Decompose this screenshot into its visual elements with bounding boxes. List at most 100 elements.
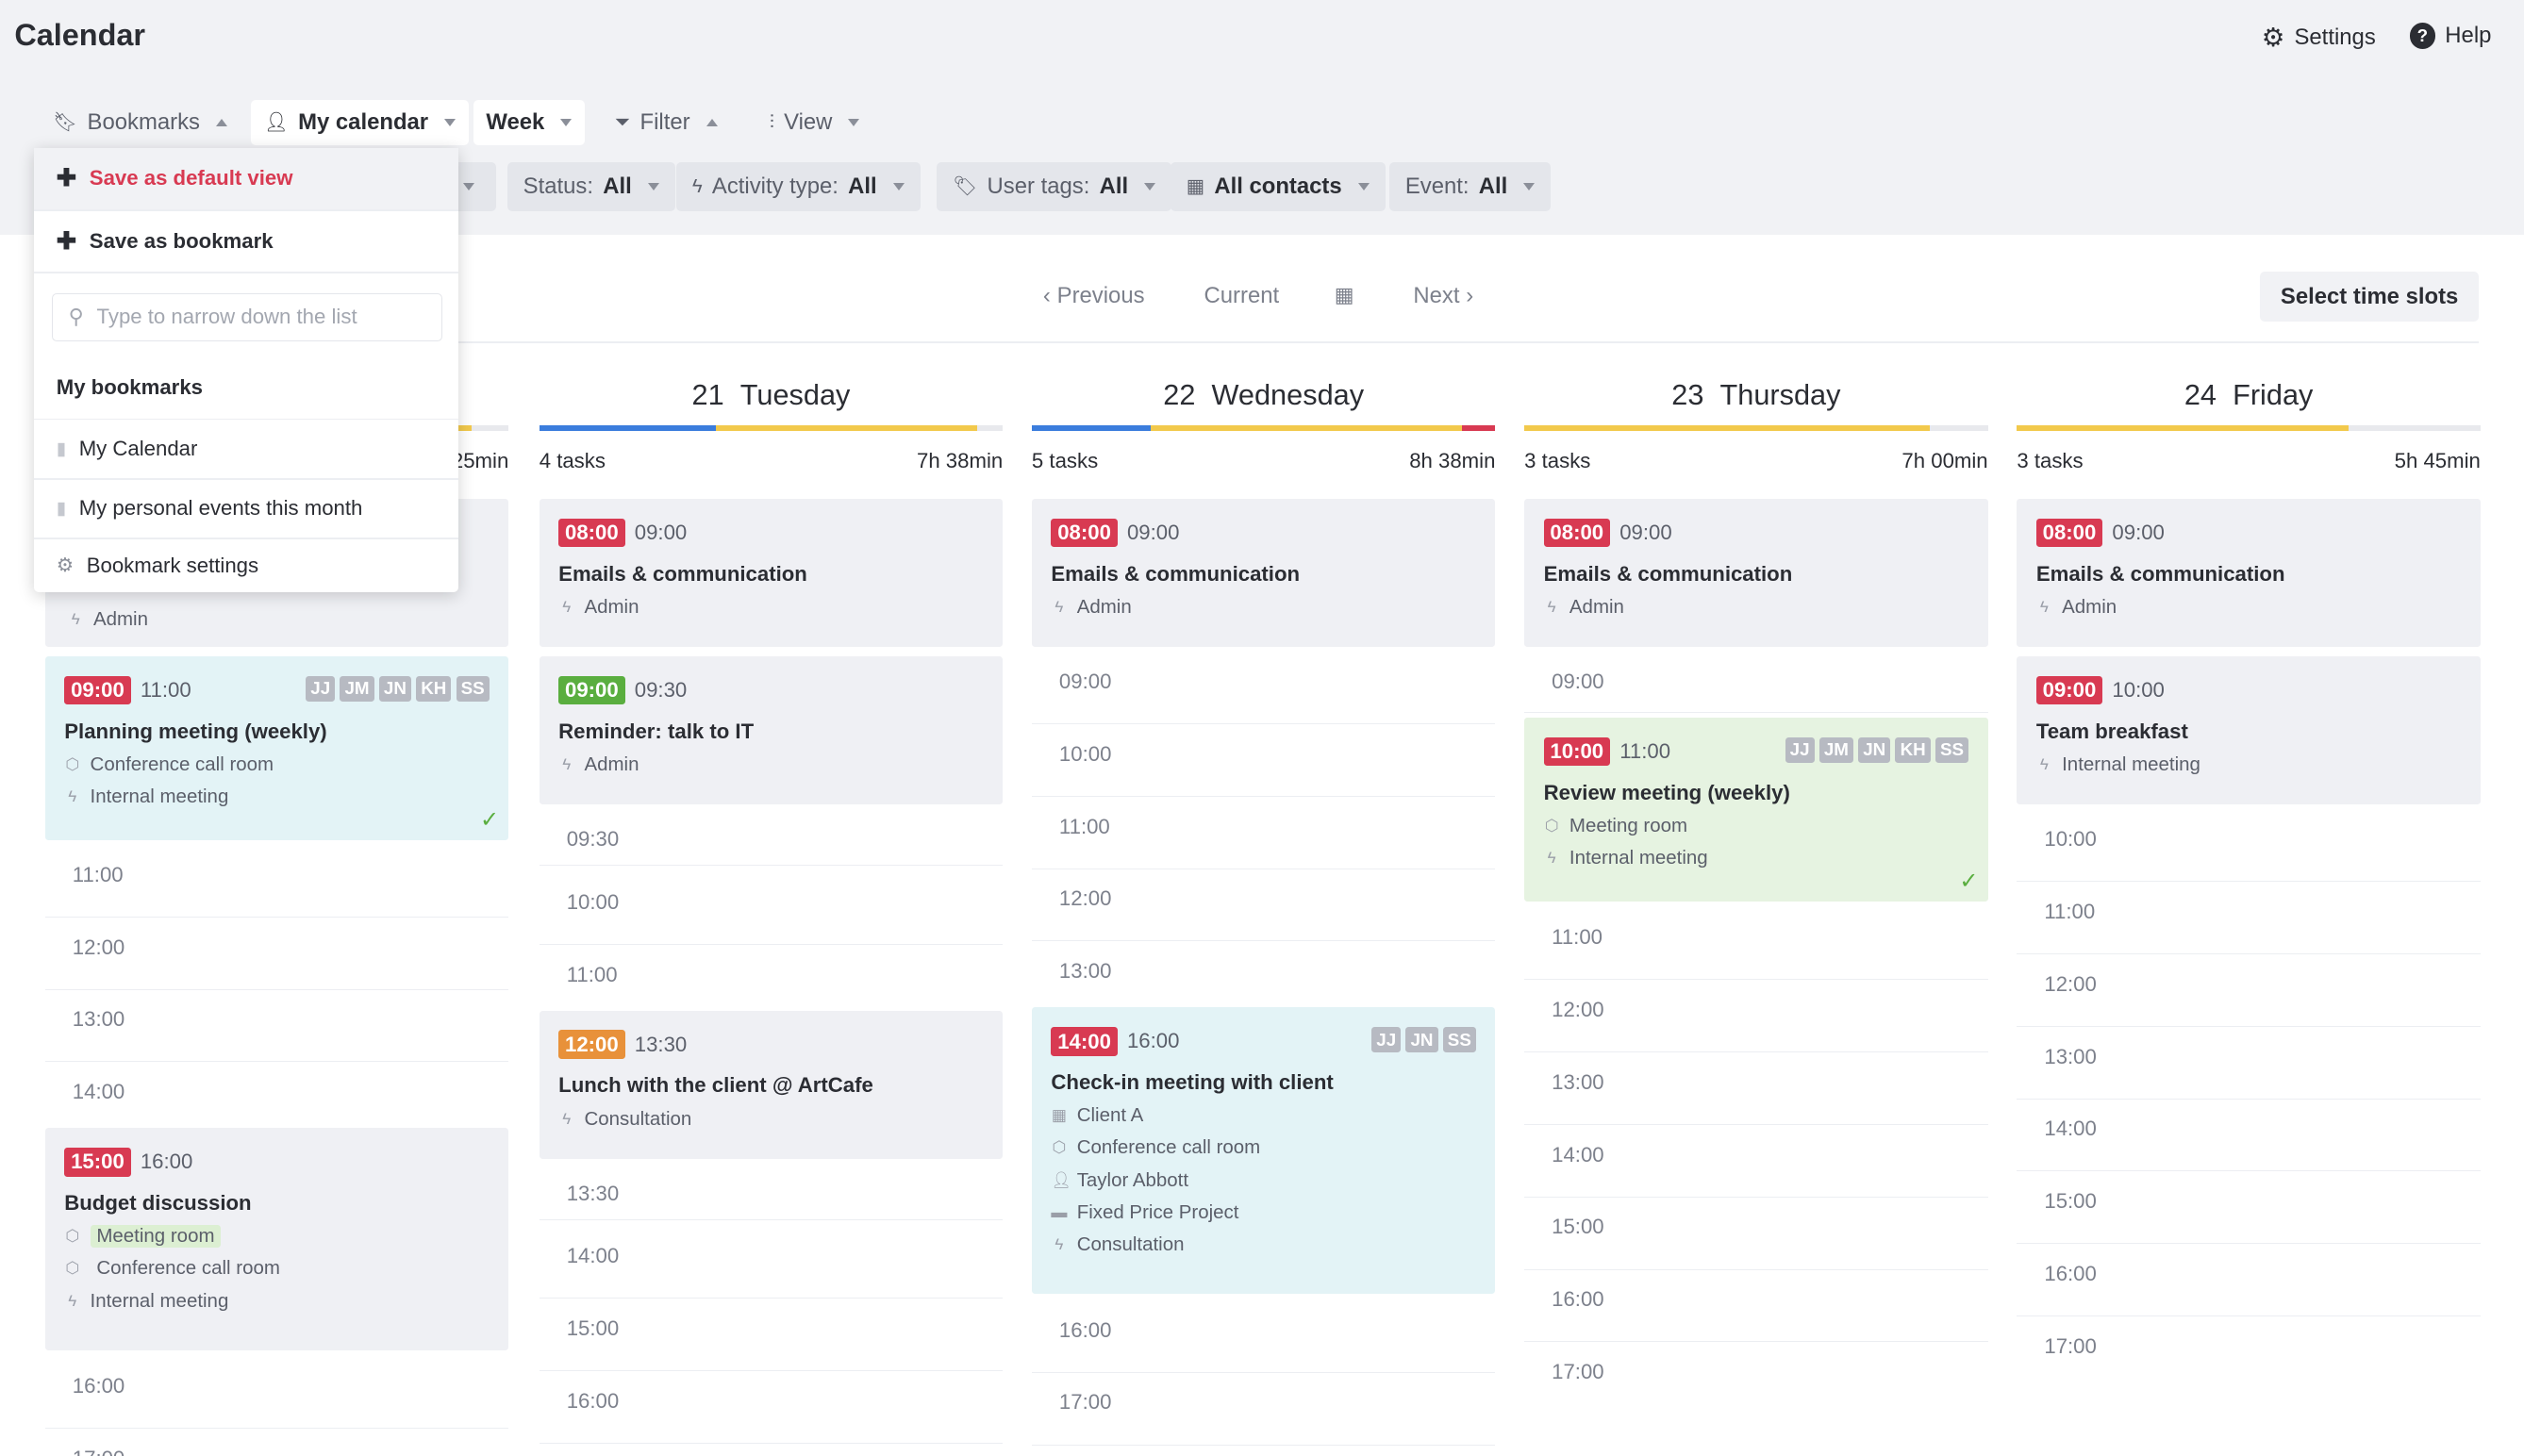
event-project: ▬ Fixed Price Project [1051, 1201, 1476, 1224]
time-slot[interactable]: 09:30 [539, 809, 1004, 867]
save-default-view-item[interactable]: ✚ Save as default view [33, 148, 459, 209]
event-card[interactable]: 08:00 09:00 Emails & communication ϟ Admi… [539, 499, 1004, 648]
event-title: Emails & communication [558, 561, 807, 586]
day-duration: 7h 38min [916, 449, 1004, 473]
view-label: View [784, 108, 833, 135]
time-slot[interactable]: 16:00 [1524, 1270, 1988, 1343]
time-slot[interactable]: 15:00 [2017, 1171, 2481, 1245]
filter-button[interactable]: ⏷ Filter [602, 100, 730, 145]
my-bookmarks-heading: My bookmarks [56, 375, 203, 400]
time-slot[interactable]: 10:00 [1031, 724, 1496, 797]
my-calendar-label: My calendar [298, 108, 429, 135]
time-slot[interactable]: 17:00 [1552, 1360, 1604, 1384]
event-card[interactable]: 14:00 16:00 JJ JN SS Check-in meeting wi… [1031, 1007, 1496, 1295]
time-slot[interactable]: 17:00 [1031, 1373, 1496, 1446]
time-slot[interactable]: 11:00 [44, 845, 509, 918]
time-slot[interactable]: 16:00 [2017, 1244, 2481, 1316]
event-title: Team breakfast [2035, 719, 2188, 743]
time-slot[interactable]: 11:00 [1524, 908, 1988, 981]
view-button[interactable]: ⫶ View [756, 100, 872, 145]
event-category: ϟ Admin [2036, 596, 2462, 619]
event-time: 08:00 09:00 [558, 518, 984, 548]
next-label: Next [1413, 283, 1460, 309]
event-card[interactable]: 15:00 16:00 Budget discussion ⬡ Meeting r… [44, 1128, 509, 1350]
my-calendar-dropdown[interactable]: 👤︎ My calendar [251, 99, 469, 145]
day-header: 24 Friday [2017, 371, 2481, 419]
activity-type-filter[interactable]: ϟ Activity type: All [675, 162, 921, 211]
time-slot[interactable]: 13:00 [44, 990, 509, 1063]
date-picker-button[interactable]: ▦ [1335, 283, 1354, 307]
event-card[interactable]: 09:00 10:00 Team breakfast ϟ Internal mee… [2017, 656, 2481, 805]
time-slot[interactable]: 09:00 [1031, 652, 1496, 724]
time-slot[interactable]: 13:00 [2017, 1027, 2481, 1100]
tags-filter-label: User tags: [987, 173, 1090, 199]
time-slot[interactable]: 12:00 [1524, 980, 1988, 1053]
event-end-time: 09:00 [2112, 520, 2165, 544]
day-tasks: 3 tasks [1524, 449, 1591, 473]
time-slot[interactable]: 12:00 [1031, 869, 1496, 942]
bookmark-search-input[interactable]: ⚲ Type to narrow down the list [51, 292, 443, 341]
event-card[interactable]: 08:00 09:00 Emails & communication ϟ Admi… [1031, 499, 1496, 648]
cube-icon: ⬡ [65, 1259, 80, 1278]
divider [33, 418, 459, 421]
bookmark-item[interactable]: ▮ My personal events this month [34, 480, 459, 538]
time-slot[interactable]: 13:30 [539, 1164, 1004, 1220]
chevron-up-icon [706, 119, 718, 126]
event-category: ϟ Internal meeting [2036, 753, 2462, 776]
time-slot[interactable]: 14:00 [44, 1062, 509, 1135]
time-slot[interactable]: 15:00 [539, 1299, 1004, 1372]
event-filter[interactable]: Event: All [1388, 162, 1552, 211]
time-slot[interactable]: 17:00 [2044, 1333, 2097, 1358]
time-slot[interactable]: 16:00 [1031, 1300, 1496, 1373]
time-slot[interactable]: 12:00 [2017, 954, 2481, 1027]
help-link[interactable]: ? Help [2409, 23, 2491, 49]
event-start-badge: 10:00 [1543, 736, 1610, 767]
bookmark-item[interactable]: ▮ My Calendar [34, 420, 459, 477]
select-time-slots-button[interactable]: Select time slots [2260, 272, 2480, 323]
gear-icon: ⚙ [2261, 22, 2285, 52]
event-category: ϟ Internal meeting [64, 786, 490, 808]
previous-button[interactable]: ‹ Previous [1043, 283, 1145, 309]
building-icon: ▦ [1186, 175, 1205, 198]
time-slot[interactable]: 10:00 [2017, 809, 2481, 883]
event-time: 09:00 11:00 [64, 675, 490, 705]
save-as-bookmark-item[interactable]: ✚ Save as bookmark [34, 211, 459, 273]
user-icon: 👤︎ [263, 111, 289, 134]
status-filter[interactable]: Status: All [506, 162, 675, 211]
time-slot[interactable]: 12:00 [44, 918, 509, 990]
settings-link[interactable]: ⚙ Settings [2262, 23, 2376, 53]
user-tags-filter[interactable]: 🏷︎ User tags: All [937, 162, 1172, 211]
time-slot[interactable]: 16:00 [44, 1357, 509, 1430]
time-slot[interactable]: 14:00 [1524, 1125, 1988, 1198]
event-time: 09:00 09:30 [558, 675, 984, 705]
event-card[interactable]: 12:00 13:30 Lunch with the client @ ArtC… [539, 1010, 1004, 1159]
contacts-filter[interactable]: ▦ All contacts [1170, 162, 1386, 211]
time-slot[interactable]: 14:00 [539, 1226, 1004, 1299]
current-button[interactable]: Current [1204, 283, 1280, 309]
time-slot[interactable]: 14:00 [2017, 1100, 2481, 1172]
day-progress-bar [2017, 424, 2481, 432]
time-slot[interactable]: 13:00 [1524, 1052, 1988, 1125]
avatar: JN [1405, 1026, 1438, 1053]
event-card[interactable]: 08:00 09:00 Emails & communication ϟ Admi… [1524, 499, 1988, 648]
time-slot[interactable]: 11:00 [539, 945, 1004, 1018]
event-category: ϟ Admin [1051, 596, 1476, 619]
week-dropdown[interactable]: Week [473, 99, 585, 145]
time-slot[interactable]: 11:00 [2017, 882, 2481, 954]
time-slot[interactable]: 09:00 [1524, 652, 1988, 713]
event-card[interactable]: 08:00 09:00 Emails & communication ϟ Admi… [2017, 499, 2481, 648]
time-slot[interactable]: 13:00 [1031, 941, 1496, 1015]
time-slot[interactable]: 16:00 [539, 1371, 1004, 1444]
next-button[interactable]: Next › [1413, 283, 1473, 309]
time-slot[interactable]: 10:00 [539, 872, 1004, 945]
divider [33, 272, 459, 274]
event-card[interactable]: 09:00 11:00 JJ JM JN KH SS Planning meet… [44, 656, 509, 840]
time-slot[interactable]: 15:00 [1524, 1198, 1988, 1270]
event-card[interactable]: 09:00 09:30 Reminder: talk to IT ϟ Admin [539, 656, 1004, 805]
time-slot[interactable]: 17:00 [45, 1429, 509, 1456]
time-slot[interactable]: 11:00 [1031, 797, 1496, 869]
bookmarks-button[interactable]: 🔖︎ Bookmarks [41, 100, 241, 145]
bookmark-settings-item[interactable]: ⚙ Bookmark settings [34, 539, 459, 592]
bookmark-item-label: My Calendar [78, 437, 198, 461]
event-card[interactable]: 10:00 11:00 JJ JM JN KH SS Review meetin… [1524, 718, 1988, 902]
